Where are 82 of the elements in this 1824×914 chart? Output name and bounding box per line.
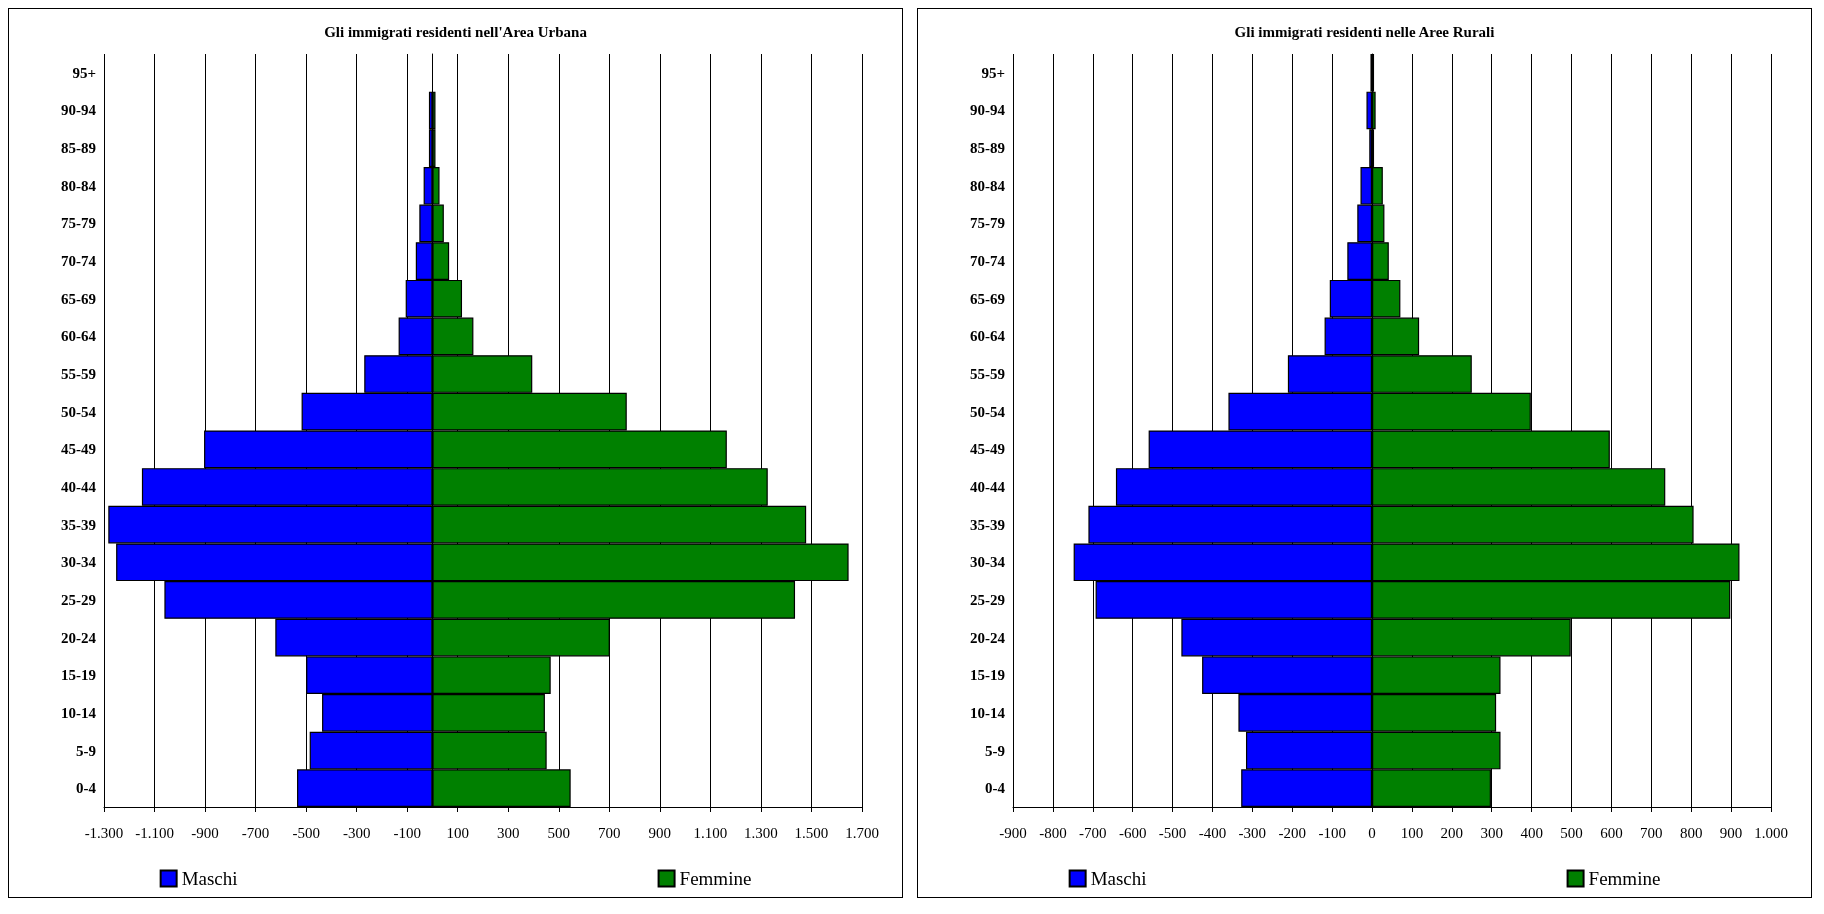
y-tick-label: 30-34 xyxy=(61,554,97,571)
legend-label: Maschi xyxy=(181,868,238,889)
x-tick-label: 600 xyxy=(1600,824,1623,841)
y-tick-label: 85-89 xyxy=(61,140,96,157)
y-tick-label: 35-39 xyxy=(970,516,1005,533)
y-tick-label: 45-49 xyxy=(61,441,96,458)
x-tick-label: -500 xyxy=(1158,824,1187,841)
x-tick-label: -900 xyxy=(191,824,219,841)
y-tick-label: 0-4 xyxy=(985,780,1006,797)
y-tick-label: 0-4 xyxy=(76,780,97,797)
y-tick-label: 45-49 xyxy=(970,441,1005,458)
x-tick-label: 700 xyxy=(1640,824,1663,841)
x-tick-label: -700 xyxy=(241,824,270,841)
x-tick-label: 500 xyxy=(1560,824,1583,841)
x-tick-label: -100 xyxy=(393,824,421,841)
y-tick-label: 25-29 xyxy=(970,591,1005,608)
x-tick-label: 1.300 xyxy=(744,824,778,841)
y-tick-label: 90-94 xyxy=(61,102,97,119)
legend-label: Maschi xyxy=(1090,868,1147,889)
y-tick-label: 50-54 xyxy=(61,403,97,420)
y-tick-label: 40-44 xyxy=(61,478,97,495)
y-tick-label: 50-54 xyxy=(970,403,1006,420)
x-tick-label: -300 xyxy=(342,824,371,841)
y-tick-label: 25-29 xyxy=(61,591,96,608)
x-tick-label: -1.300 xyxy=(84,824,124,841)
y-tick-label: 20-24 xyxy=(61,629,97,646)
y-tick-label: 80-84 xyxy=(61,177,97,194)
x-tick-label: 700 xyxy=(598,824,621,841)
x-tick-label: -800 xyxy=(1039,824,1067,841)
y-tick-label: 55-59 xyxy=(970,366,1005,383)
x-tick-label: 900 xyxy=(648,824,672,841)
x-tick-label: -200 xyxy=(1278,824,1307,841)
x-tick-label: 400 xyxy=(1520,824,1543,841)
y-tick-label: 60-64 xyxy=(970,328,1006,345)
y-tick-label: 60-64 xyxy=(61,328,97,345)
y-tick-label: 35-39 xyxy=(61,516,96,533)
y-tick-label: 65-69 xyxy=(61,290,96,307)
y-tick-label: 85-89 xyxy=(970,140,1005,157)
y-tick-label: 90-94 xyxy=(970,102,1006,119)
y-tick-label: 95+ xyxy=(981,64,1005,81)
chart-title: Gli immigrati residenti nelle Aree Rurali xyxy=(1234,23,1495,40)
x-tick-label: 500 xyxy=(547,824,571,841)
y-tick-label: 70-74 xyxy=(970,253,1006,270)
legend-label: Femmine xyxy=(1588,868,1661,889)
y-tick-label: 5-9 xyxy=(76,742,96,759)
x-tick-label: -300 xyxy=(1238,824,1267,841)
x-tick-label: -700 xyxy=(1079,824,1107,841)
legend-label: Femmine xyxy=(679,868,752,889)
y-tick-label: 40-44 xyxy=(970,478,1006,495)
x-tick-label: 300 xyxy=(497,824,520,841)
y-tick-label: 15-19 xyxy=(970,667,1005,684)
x-tick-label: 1.700 xyxy=(845,824,879,841)
y-tick-label: 70-74 xyxy=(61,253,97,270)
y-tick-label: 5-9 xyxy=(985,742,1005,759)
chart-title: Gli immigrati residenti nell'Area Urbana xyxy=(324,23,588,40)
x-tick-label: 1.100 xyxy=(693,824,728,841)
y-tick-label: 95+ xyxy=(72,64,96,81)
x-tick-label: -500 xyxy=(292,824,320,841)
x-tick-label: 1.500 xyxy=(794,824,829,841)
y-tick-label: 30-34 xyxy=(970,554,1006,571)
x-tick-label: -900 xyxy=(999,824,1027,841)
x-tick-label: 100 xyxy=(446,824,469,841)
x-tick-label: 0 xyxy=(1368,824,1376,841)
y-tick-label: 80-84 xyxy=(970,177,1006,194)
y-tick-label: 55-59 xyxy=(61,366,96,383)
x-tick-label: 200 xyxy=(1440,824,1464,841)
x-tick-label: 1.000 xyxy=(1754,824,1788,841)
y-tick-label: 75-79 xyxy=(970,215,1005,232)
x-tick-label: -100 xyxy=(1318,824,1346,841)
y-tick-label: 10-14 xyxy=(61,704,97,721)
y-tick-label: 10-14 xyxy=(970,704,1006,721)
x-tick-label: 900 xyxy=(1719,824,1743,841)
y-tick-label: 75-79 xyxy=(61,215,96,232)
x-tick-label: 300 xyxy=(1480,824,1503,841)
x-tick-label: -600 xyxy=(1118,824,1147,841)
y-tick-label: 65-69 xyxy=(970,290,1005,307)
x-tick-label: -1.100 xyxy=(135,824,174,841)
x-tick-label: 800 xyxy=(1679,824,1703,841)
y-tick-label: 15-19 xyxy=(61,667,96,684)
y-tick-label: 20-24 xyxy=(970,629,1006,646)
x-tick-label: -400 xyxy=(1198,824,1227,841)
x-tick-label: 100 xyxy=(1400,824,1424,841)
